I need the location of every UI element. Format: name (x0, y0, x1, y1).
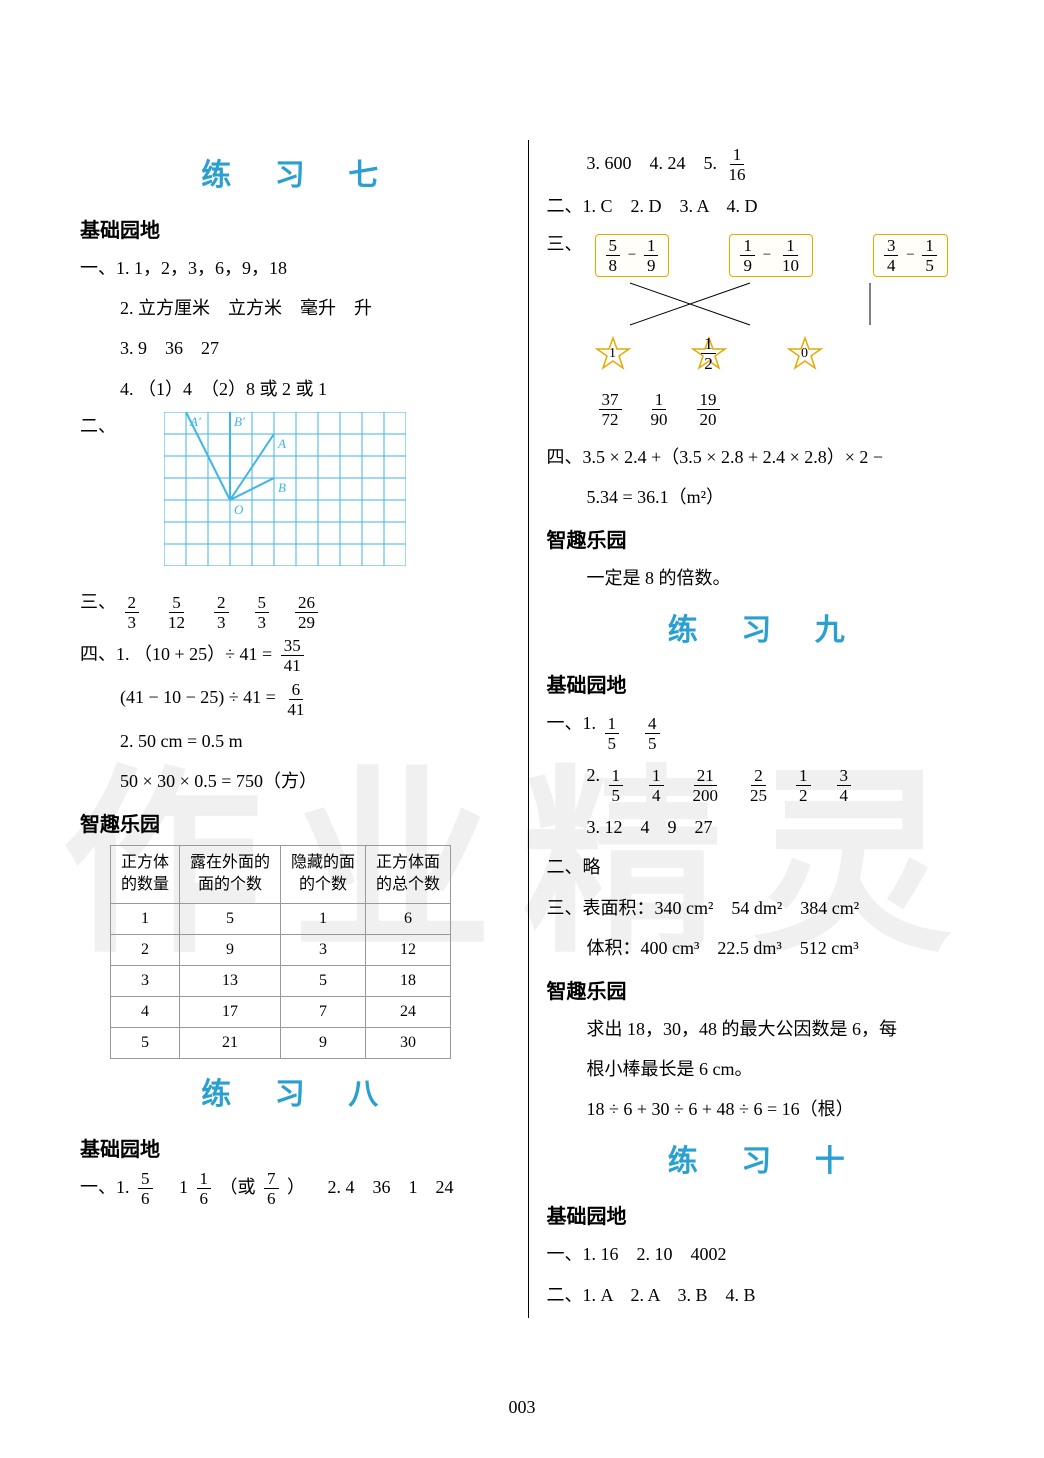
ex10-title: 练 习 十 (547, 1136, 985, 1180)
ex7-q1-2: 2. 立方厘米 立方米 毫升 升 (80, 291, 518, 325)
ex7-q1-4: 4. （1）4 （2）8 或 2 或 1 (80, 372, 518, 406)
ex7-title: 练 习 七 (80, 150, 518, 194)
ex9-q1-2: 2. 1514212002251234 (547, 758, 985, 804)
ex9-basic-head: 基础园地 (547, 669, 985, 698)
ex8-q1: 一、1. 56 1 16 （或 76 ） 2. 4 36 1 24 (80, 1170, 518, 1207)
right-column: 3. 600 4. 24 5. 116 二、1. C 2. D 3. A 4. … (528, 140, 985, 1318)
ex7-q4-2: (41 − 10 − 25) ÷ 41 = 641 (80, 680, 518, 717)
ex9-q3-1: 三、表面积：340 cm² 54 dm² 384 cm² (547, 891, 985, 925)
ex9-fun-2: 根小棒最长是 6 cm。 (547, 1052, 985, 1086)
ex7-basic-head: 基础园地 (80, 214, 518, 243)
q2-label: 二、 (80, 412, 116, 438)
grid-figure: A' B' A B O (164, 412, 406, 571)
svg-text:B: B (278, 480, 286, 495)
svg-text:O: O (234, 502, 244, 517)
ex7-q3: 三、 2351223532629 (80, 585, 518, 631)
svg-text:A: A (277, 436, 286, 451)
ex7-q4-3: 2. 50 cm = 0.5 m (80, 724, 518, 758)
ex7-q4-1: 四、1. （10 + 25）÷ 41 = 3541 (80, 637, 518, 674)
r-fun-head: 智趣乐园 (547, 524, 985, 553)
r-q3: 三、 58 − 1919 − 11034 − 15 1120 377219019… (547, 230, 985, 434)
svg-text:B': B' (234, 414, 245, 429)
r-q4-1: 四、3.5 × 2.4 +（3.5 × 2.8 + 2.4 × 2.8）× 2 … (547, 440, 985, 474)
ex9-fun-head: 智趣乐园 (547, 975, 985, 1004)
ex7-q2: 二、 A' B' A B O (80, 412, 518, 571)
r-q4-2: 5.34 = 36.1（m²） (547, 480, 985, 514)
ex9-fun-3: 18 ÷ 6 + 30 ÷ 6 + 48 ÷ 6 = 16（根） (547, 1092, 985, 1126)
ex8-title: 练 习 八 (80, 1069, 518, 1113)
ex9-q1-3: 3. 12 4 9 27 (547, 810, 985, 844)
ex7-table: 正方体的数量露在外面的面的个数隐藏的面的个数正方体面的总个数1516293123… (110, 845, 451, 1059)
ex9-title: 练 习 九 (547, 605, 985, 649)
ex9-q3-2: 体积：400 cm³ 22.5 dm³ 512 cm³ (547, 931, 985, 965)
ex8-basic-head: 基础园地 (80, 1133, 518, 1162)
r-fun-txt: 一定是 8 的倍数。 (547, 561, 985, 595)
page: 练 习 七 基础园地 一、1. 1，2，3，6，9，18 2. 立方厘米 立方米… (0, 0, 1044, 1358)
svg-text:A': A' (189, 414, 201, 429)
ex7-q1-3: 3. 9 36 27 (80, 331, 518, 365)
ex10-q1: 一、1. 16 2. 10 4002 (547, 1237, 985, 1271)
ex10-q2: 二、1. A 2. A 3. B 4. B (547, 1278, 985, 1312)
ex7-q1-1: 一、1. 1，2，3，6，9，18 (80, 251, 518, 285)
left-column: 练 习 七 基础园地 一、1. 1，2，3，6，9，18 2. 立方厘米 立方米… (80, 140, 518, 1318)
ex10-basic-head: 基础园地 (547, 1200, 985, 1229)
ex9-fun-1: 求出 18，30，48 的最大公因数是 6，每 (547, 1012, 985, 1046)
r-q2: 二、1. C 2. D 3. A 4. D (547, 189, 985, 223)
page-number: 003 (0, 1397, 1044, 1418)
ex9-q1-1: 一、1. 1545 (547, 706, 985, 752)
r-top: 3. 600 4. 24 5. 116 (547, 146, 985, 183)
ex7-q4-4: 50 × 30 × 0.5 = 750（方） (80, 764, 518, 798)
ex9-q2: 二、略 (547, 850, 985, 884)
ex7-fun-head: 智趣乐园 (80, 808, 518, 837)
